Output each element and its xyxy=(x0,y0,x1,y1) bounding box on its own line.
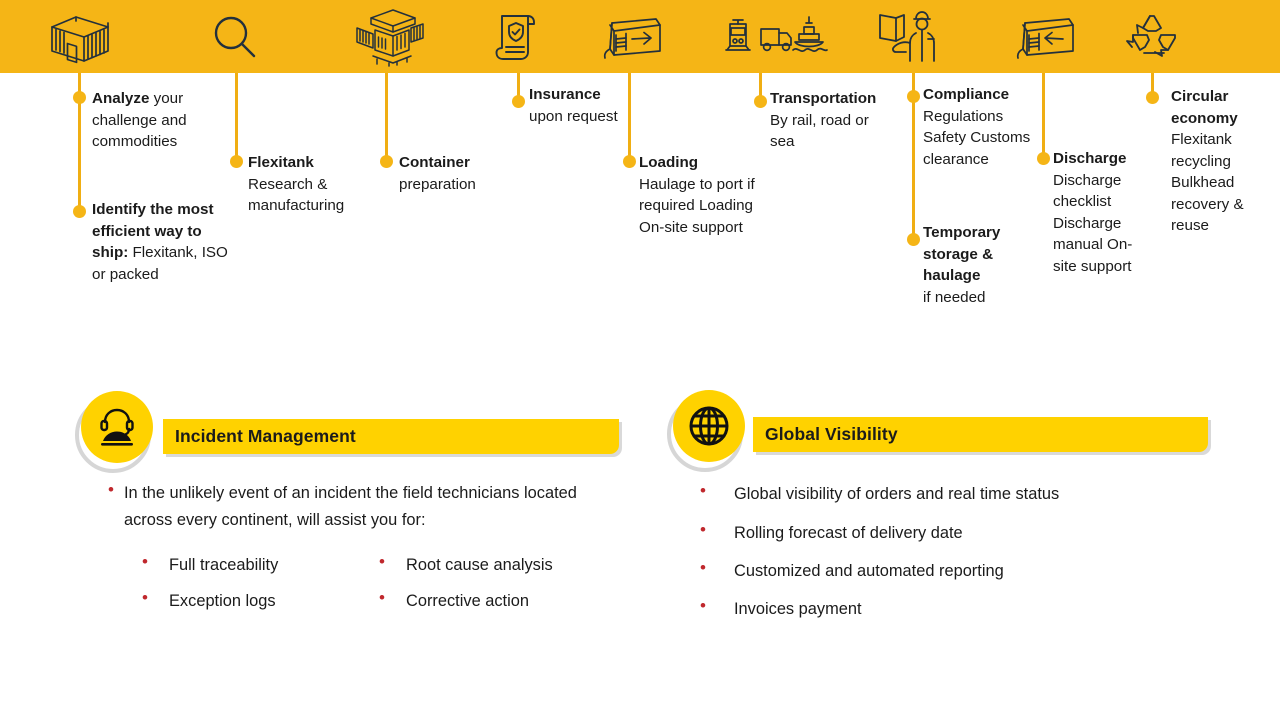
global-bullet-text: Customized and automated reporting xyxy=(734,562,1004,580)
step-circular-economy: Circular economy Flexitank recycling Bul… xyxy=(1171,86,1273,237)
step-discharge-title: Discharge xyxy=(1053,150,1127,167)
incident-sub-bullet-1: • Full traceability xyxy=(142,552,352,579)
global-bullet-3: • Customized and automated reporting xyxy=(700,558,1200,585)
bullet-icon: • xyxy=(700,558,706,577)
incident-intro-bullet: • In the unlikely event of an incident t… xyxy=(108,480,628,534)
step-flexitank-desc: Research & manufacturing xyxy=(248,175,345,215)
step-loading-title: Loading xyxy=(639,154,699,171)
step-circular-economy-desc: Flexitank recycling Bulkhead recovery & … xyxy=(1171,131,1244,234)
bullet-icon: • xyxy=(142,552,148,571)
step-identify-desc: Flexitank, ISO or packed xyxy=(92,244,228,283)
bullet-icon: • xyxy=(379,588,385,607)
bullet-icon: • xyxy=(700,596,706,615)
step-container: Container preparation xyxy=(399,152,524,195)
flexitank-assembly-icon xyxy=(352,6,428,68)
step-compliance-title: Compliance xyxy=(923,86,1010,103)
global-badge xyxy=(667,390,749,472)
sub-bullet-text: Corrective action xyxy=(406,592,529,610)
card-title: Global Visibility xyxy=(765,424,898,444)
sub-bullet-text: Exception logs xyxy=(169,592,276,610)
global-bullet-2: • Rolling forecast of delivery date xyxy=(700,520,1200,547)
step-transportation: Transportation By rail, road or sea xyxy=(770,88,895,153)
incident-sub-bullet-2: • Exception logs xyxy=(142,588,352,615)
magnifier-search-icon xyxy=(197,6,273,68)
step-transportation-desc: By rail, road or sea xyxy=(770,111,869,151)
step-loading-desc: Haulage to port if required Loading On-s… xyxy=(639,175,755,236)
bullet-icon: • xyxy=(108,480,114,499)
step-flexitank-title: Flexitank xyxy=(248,154,314,171)
step-transportation-title: Transportation xyxy=(770,90,877,107)
customs-officer-compliance-icon xyxy=(866,6,946,68)
global-bullet-1: • Global visibility of orders and real t… xyxy=(700,481,1200,508)
step-discharge-desc: Discharge checklist Discharge manual On-… xyxy=(1053,171,1133,275)
step-container-title: Container xyxy=(399,154,470,171)
process-banner xyxy=(0,0,1280,73)
container-loading-arrow-right-icon xyxy=(592,6,668,68)
step-temporary-storage-title: Temporary storage & haulage xyxy=(923,224,1001,284)
global-bullet-text: Global visibility of orders and real tim… xyxy=(734,485,1060,503)
step-temporary-storage: Temporary storage & haulage if needed xyxy=(923,222,1023,308)
card-title: Incident Management xyxy=(175,426,356,446)
step-insurance-title: Insurance xyxy=(529,86,601,103)
global-bullet-4: • Invoices payment xyxy=(700,596,1200,623)
step-temporary-storage-desc: if needed xyxy=(923,288,986,306)
incident-badge xyxy=(75,391,157,473)
globe-icon xyxy=(673,390,745,462)
global-bullet-text: Rolling forecast of delivery date xyxy=(734,524,963,542)
incident-intro-text: In the unlikely event of an incident the… xyxy=(124,484,577,529)
bullet-icon: • xyxy=(700,481,706,500)
step-analyze-title: Analyze xyxy=(92,90,154,107)
container-discharge-arrow-left-icon xyxy=(1005,6,1081,68)
step-analyze: Analyze your challenge and commodities xyxy=(92,88,222,153)
step-compliance-desc: Regulations Safety Customs clearance xyxy=(923,107,1031,168)
step-identify-title: Identify the most efficient way to ship: xyxy=(92,201,214,261)
incident-sub-bullet-4: • Corrective action xyxy=(379,588,609,615)
sub-bullet-text: Full traceability xyxy=(169,556,279,574)
step-circular-economy-title: Circular economy xyxy=(1171,88,1238,127)
step-analyze-desc: your challenge and commodities xyxy=(92,90,187,150)
step-insurance-desc: upon request xyxy=(529,107,618,125)
recycling-circular-economy-icon xyxy=(1116,6,1192,68)
incident-sub-bullet-3: • Root cause analysis xyxy=(379,552,609,579)
bullet-icon: • xyxy=(142,588,148,607)
global-title-bar: Global Visibility xyxy=(753,417,1208,452)
step-flexitank: Flexitank Research & manufacturing xyxy=(248,152,378,217)
bullet-icon: • xyxy=(379,552,385,571)
sub-bullet-text: Root cause analysis xyxy=(406,556,553,574)
headset-support-icon xyxy=(81,391,153,463)
bullet-icon: • xyxy=(700,520,706,539)
shipping-container-icon xyxy=(42,6,118,68)
incident-title-bar: Incident Management xyxy=(163,419,619,454)
step-container-desc: preparation xyxy=(399,175,476,193)
train-truck-ship-transport-icon xyxy=(720,6,830,68)
step-compliance: Compliance Regulations Safety Customs cl… xyxy=(923,84,1031,170)
step-identify: Identify the most efficient way to ship:… xyxy=(92,199,235,285)
step-discharge: Discharge Discharge checklist Discharge … xyxy=(1053,148,1150,277)
global-bullet-text: Invoices payment xyxy=(734,600,862,618)
document-shield-insurance-icon xyxy=(478,6,554,68)
step-insurance: Insurance upon request xyxy=(529,84,624,127)
step-loading: Loading Haulage to port if required Load… xyxy=(639,152,767,238)
